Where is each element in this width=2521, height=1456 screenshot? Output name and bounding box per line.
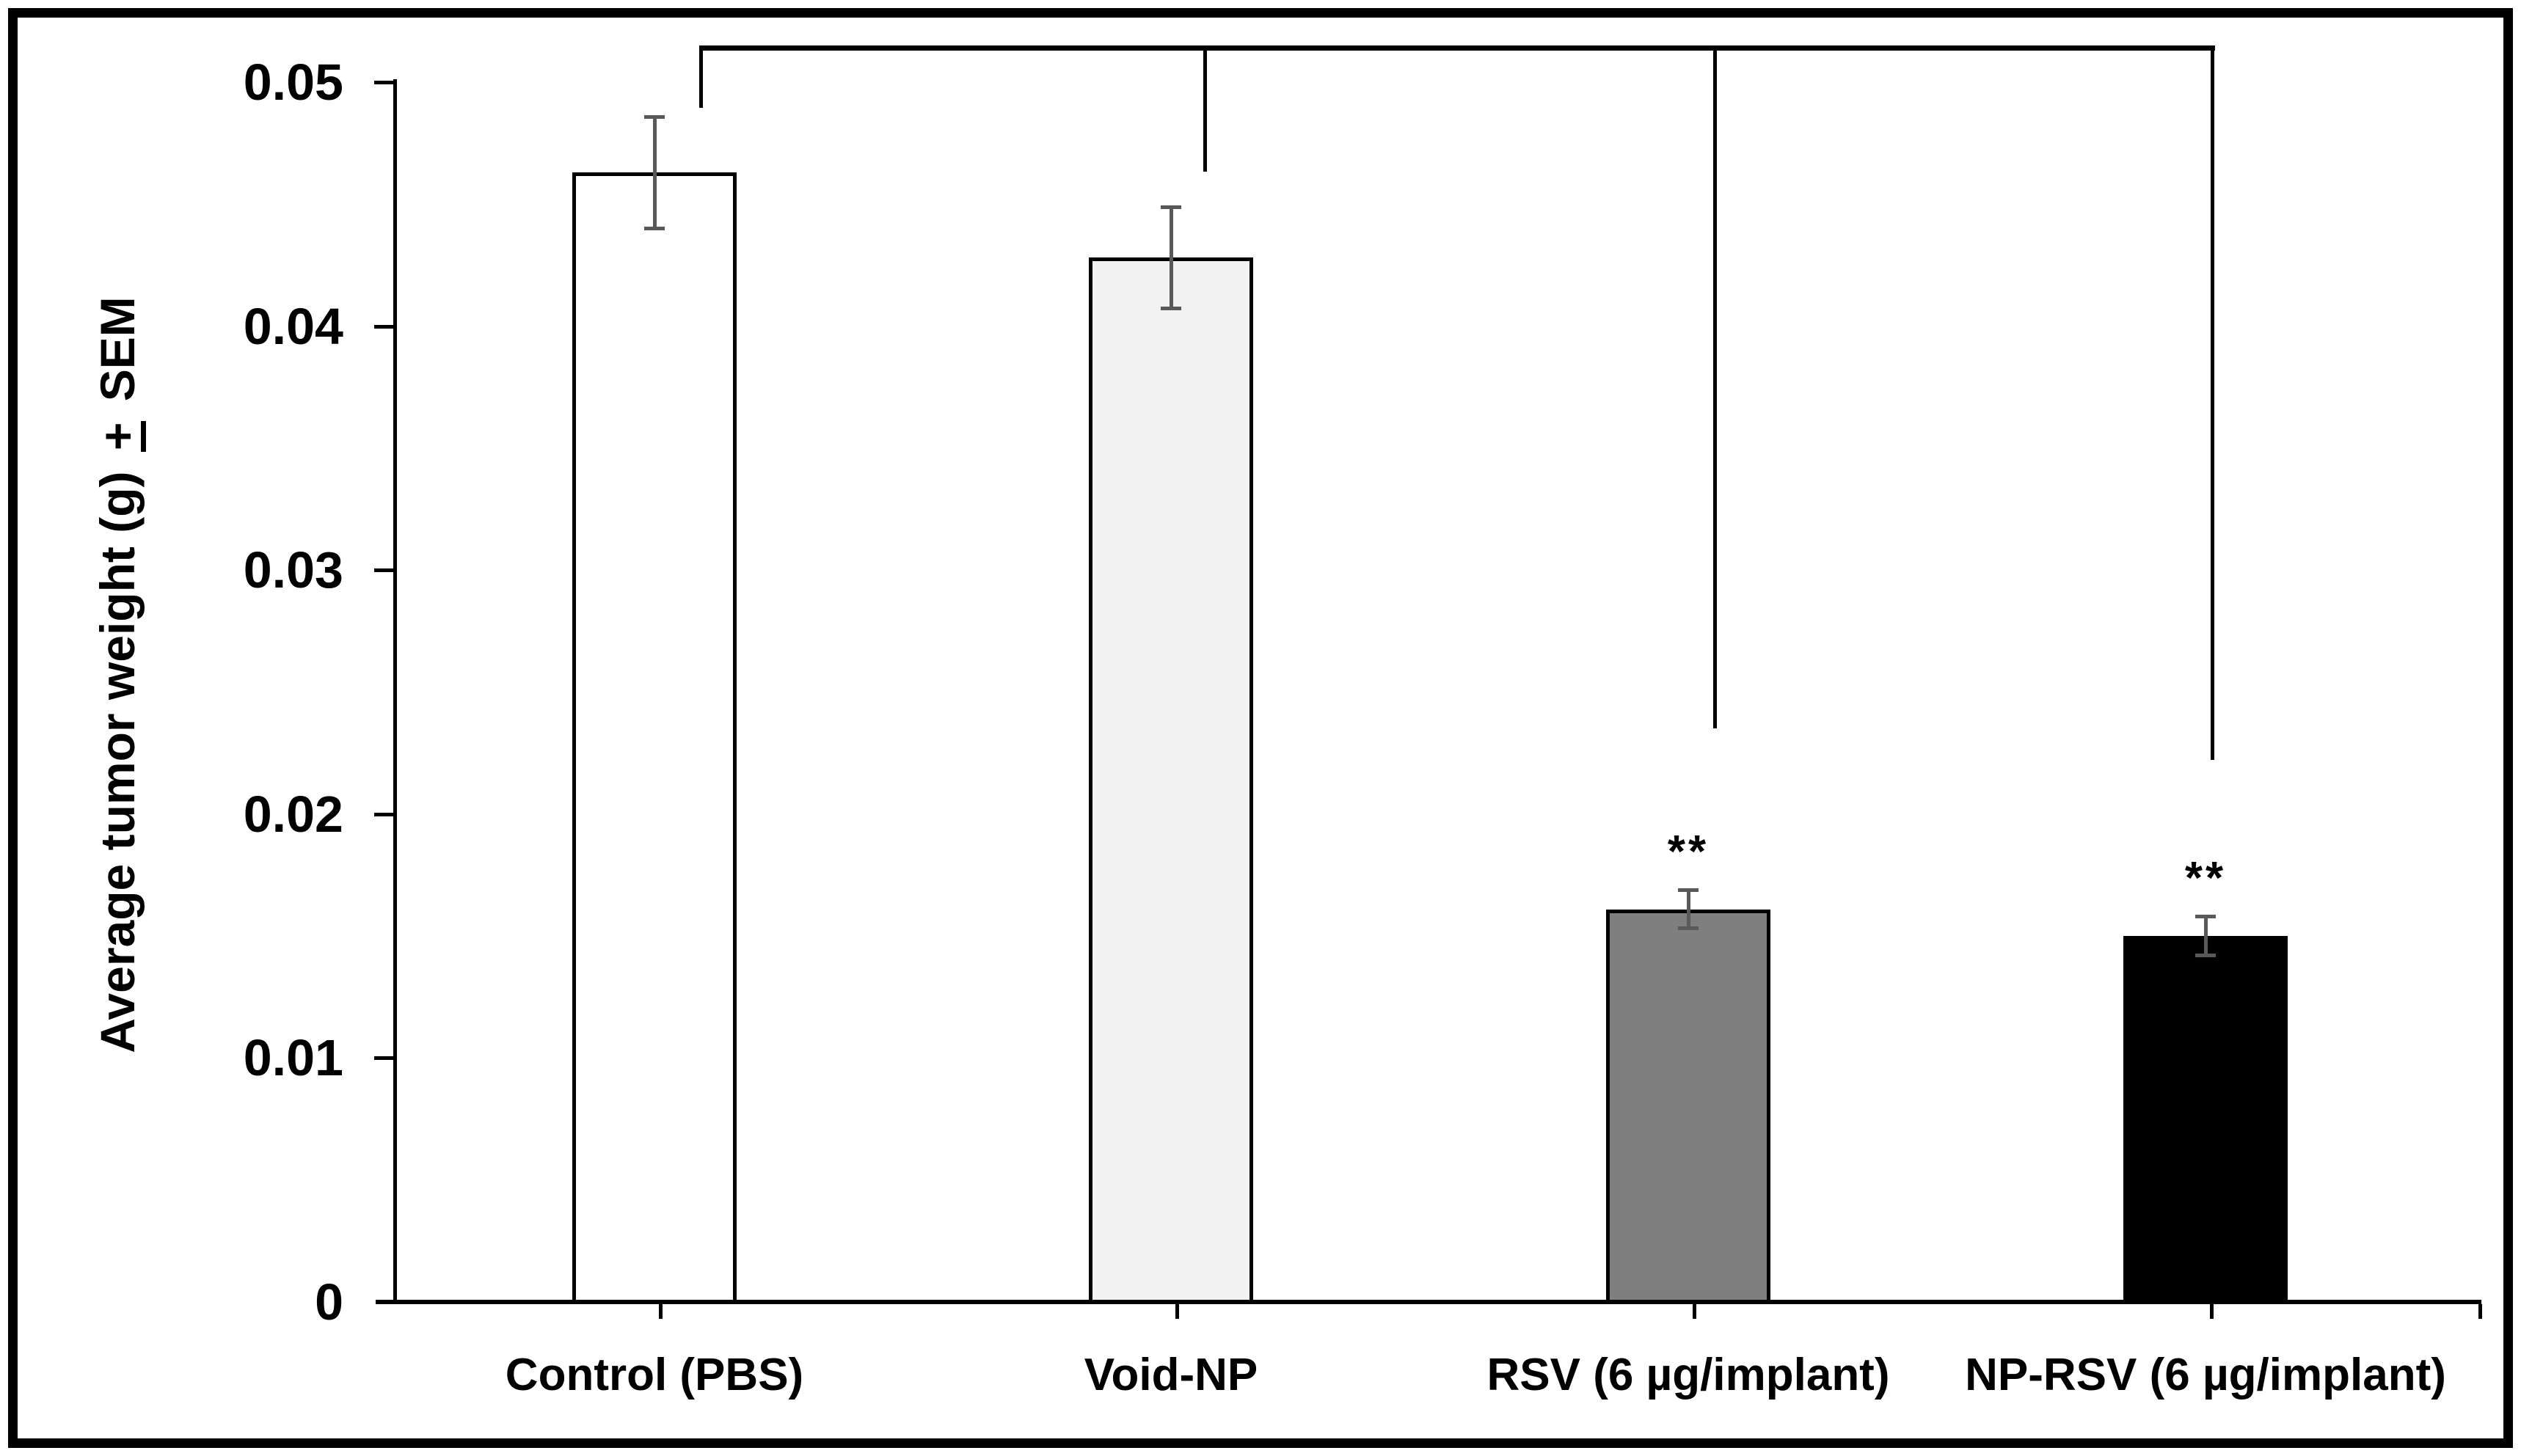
error-bar-cap-top-control-pbs — [644, 115, 665, 119]
y-tick-0.02 — [374, 813, 397, 816]
x-tick-4 — [2210, 1304, 2214, 1319]
error-bar-cap-top-void-np — [1161, 205, 1181, 209]
significance-stars-np-rsv-6-g-implant: ** — [2184, 853, 2227, 904]
y-tick-label-0: 0 — [315, 1273, 343, 1331]
error-bar-stem-rsv-6-g-implant — [1687, 890, 1690, 929]
y-tick-label-0.02: 0.02 — [243, 786, 343, 843]
x-tick-3 — [1693, 1304, 1696, 1319]
significance-bracket-drop-1 — [699, 45, 703, 108]
error-bar-cap-bottom-np-rsv-6-g-implant — [2195, 954, 2216, 957]
x-tick-2 — [1175, 1304, 1179, 1319]
significance-bracket-drop-3 — [1713, 45, 1717, 728]
x-tick-5 — [2478, 1304, 2482, 1319]
bar-control-pbs — [572, 172, 737, 1304]
figure-border — [8, 8, 2513, 1448]
error-bar-stem-void-np — [1170, 207, 1173, 309]
y-tick-label-0.05: 0.05 — [243, 54, 343, 111]
x-label-void-np: Void-NP — [1084, 1350, 1258, 1400]
error-bar-stem-control-pbs — [653, 117, 657, 229]
significance-stars-rsv-6-g-implant: ** — [1667, 827, 1710, 877]
x-label-control-pbs: Control (PBS) — [505, 1350, 804, 1400]
error-bar-cap-bottom-rsv-6-g-implant — [1678, 926, 1699, 930]
y-axis-line — [393, 79, 397, 1304]
error-bar-cap-bottom-void-np — [1161, 307, 1181, 310]
y-tick-label-0.04: 0.04 — [243, 298, 343, 355]
significance-bracket-drop-4 — [2211, 45, 2214, 760]
x-label-rsv-6-g-implant: RSV (6 µg/implant) — [1486, 1350, 1890, 1400]
y-tick-label-0.03: 0.03 — [243, 541, 343, 599]
error-bar-cap-bottom-control-pbs — [644, 227, 665, 230]
y-tick-0.03 — [374, 568, 397, 572]
error-bar-cap-top-np-rsv-6-g-implant — [2195, 915, 2216, 918]
bar-np-rsv-6-g-implant — [2123, 936, 2288, 1304]
x-axis-line — [376, 1300, 2481, 1304]
y-tick-0.05 — [374, 81, 397, 84]
error-bar-cap-top-rsv-6-g-implant — [1678, 888, 1699, 892]
error-bar-stem-np-rsv-6-g-implant — [2204, 916, 2208, 956]
y-tick-label-0.01: 0.01 — [243, 1029, 343, 1086]
significance-bracket-drop-2 — [1203, 45, 1207, 172]
x-label-np-rsv-6-g-implant: NP-RSV (6 µg/implant) — [1965, 1350, 2446, 1400]
significance-bracket-line — [699, 45, 2215, 51]
plus-minus-symbol: + — [90, 420, 146, 453]
x-tick-1 — [659, 1304, 663, 1319]
y-tick-0.04 — [374, 325, 397, 329]
bar-rsv-6-g-implant — [1606, 910, 1770, 1304]
bar-void-np — [1089, 257, 1253, 1304]
y-tick-0.01 — [374, 1056, 397, 1060]
